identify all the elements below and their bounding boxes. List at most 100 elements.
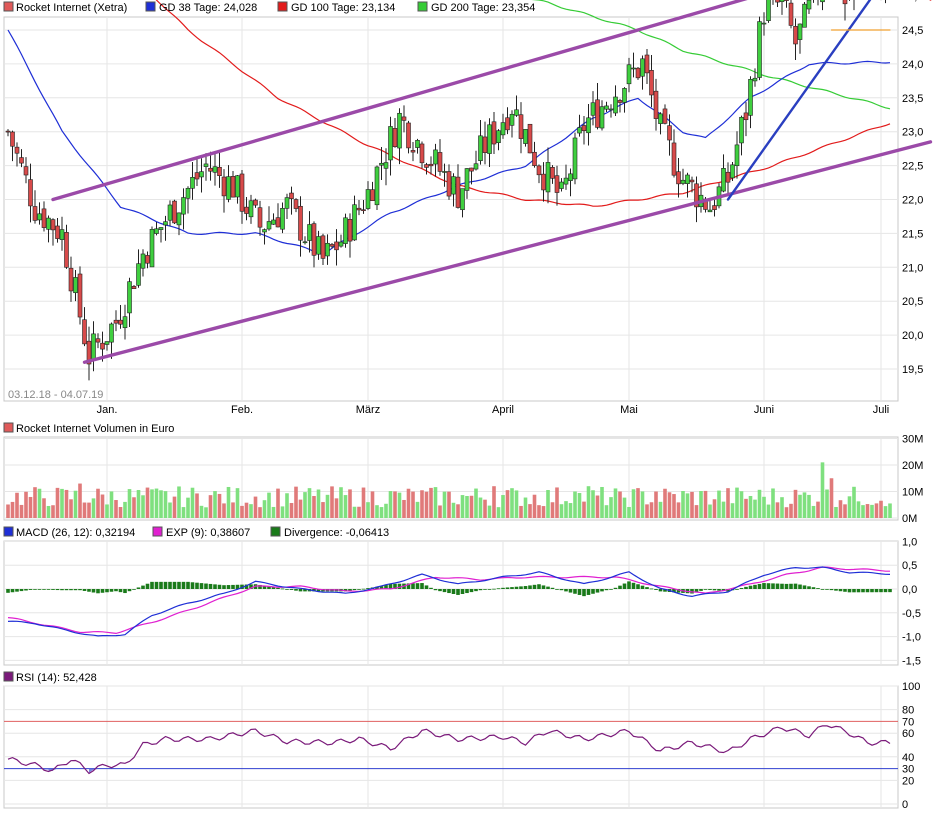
- volume-bar: [798, 494, 802, 518]
- candle-down: [28, 179, 33, 207]
- divergence-bar: [775, 583, 780, 589]
- volume-bar: [244, 502, 249, 518]
- divergence-bar: [717, 589, 721, 591]
- volume-bar: [865, 504, 870, 518]
- volume-bar: [303, 492, 307, 518]
- volume-bar: [393, 491, 397, 518]
- candle-up: [442, 171, 447, 173]
- divergence-bar: [78, 589, 82, 591]
- divergence-bar: [384, 585, 388, 589]
- candle-up: [338, 241, 344, 247]
- candle-down: [194, 172, 200, 180]
- candle-down: [532, 151, 537, 166]
- candle-up: [46, 217, 51, 230]
- volume-bar: [762, 496, 766, 518]
- price-y-tick-label: 24,5: [902, 25, 923, 37]
- volume-bar: [600, 486, 604, 518]
- candle-down: [518, 114, 524, 139]
- volume-y-tick-label: 10M: [902, 487, 923, 499]
- candle-up: [685, 174, 690, 184]
- divergence-bar: [118, 589, 123, 593]
- divergence-bar: [271, 587, 276, 589]
- divergence-bar: [352, 589, 357, 591]
- volume-bar: [154, 488, 159, 518]
- candle-up: [352, 204, 357, 241]
- exp-line: [7, 566, 890, 635]
- divergence-bar: [208, 583, 213, 589]
- divergence-bar: [843, 589, 847, 592]
- volume-bar: [456, 504, 460, 518]
- divergence-bar: [240, 584, 244, 589]
- price-x-tick-label: Juli: [873, 404, 890, 416]
- divergence-bar: [739, 587, 744, 589]
- divergence-bar: [595, 589, 600, 593]
- volume-bar: [15, 492, 19, 518]
- macd-y-tick-label: -1,0: [902, 632, 921, 644]
- divergence-bar: [699, 589, 703, 591]
- volume-bar: [348, 489, 352, 518]
- divergence-bar: [420, 583, 424, 589]
- volume-bar: [186, 497, 190, 518]
- macd-legend-label: MACD (26, 12): 0,32194: [16, 527, 135, 539]
- volume-bar: [861, 505, 865, 518]
- rsi-y-tick-label: 20: [902, 775, 914, 787]
- price-legend: Rocket Internet (Xetra) GD 38 Tage: 24,0…: [3, 1, 535, 14]
- divergence-bar: [613, 587, 618, 589]
- divergence-bar: [285, 589, 289, 590]
- price-y-tick-label: 22,0: [902, 195, 923, 207]
- divergence-bar: [622, 583, 627, 589]
- volume-bar: [474, 488, 478, 518]
- candle-down: [19, 157, 24, 164]
- divergence-bar: [753, 584, 757, 589]
- volume-bar: [19, 504, 24, 518]
- divergence-bar: [429, 587, 433, 589]
- volume-bar: [816, 501, 820, 518]
- divergence-bar: [303, 589, 307, 592]
- volume-bar: [172, 496, 177, 518]
- volume-bar: [739, 491, 744, 518]
- volume-bar: [267, 492, 271, 518]
- volume-bar: [541, 506, 546, 518]
- volume-bar: [492, 486, 496, 518]
- divergence-bar: [492, 588, 496, 590]
- volume-bar: [379, 507, 384, 518]
- candle-up: [707, 209, 713, 213]
- candle-down: [527, 123, 533, 154]
- volume-bar: [132, 497, 136, 518]
- macd-y-tick-label: 1,0: [902, 536, 917, 548]
- volume-bar: [384, 503, 388, 518]
- divergence-bar: [631, 582, 636, 589]
- candle-up: [613, 96, 618, 114]
- volume-bar: [343, 495, 348, 518]
- volume-bar: [568, 503, 573, 518]
- candle-down: [689, 179, 695, 183]
- candle-up: [779, 0, 785, 3]
- volume-y-tick-label: 20M: [902, 460, 923, 472]
- divergence-bar: [231, 584, 235, 589]
- date-range-label: 03.12.18 - 04.07.19: [8, 389, 103, 401]
- candle-up: [199, 171, 204, 178]
- divergence-bar: [6, 589, 10, 593]
- candle-up: [626, 64, 632, 85]
- candle-down: [410, 150, 416, 153]
- volume-bar: [757, 489, 762, 518]
- volume-bar: [807, 494, 811, 518]
- price-x-axis: Jan. Feb. März April Mai Juni Juli: [97, 404, 890, 416]
- price-y-tick-label: 20,0: [902, 330, 923, 342]
- volume-bar: [253, 496, 258, 518]
- volume-bar: [676, 502, 681, 518]
- volume-bar: [33, 487, 37, 518]
- volume-legend-label: Rocket Internet Volumen in Euro: [16, 423, 174, 435]
- candle-up: [487, 124, 492, 154]
- volume-bar: [438, 505, 442, 518]
- divergence-bar: [654, 589, 658, 590]
- volume-bar: [703, 490, 708, 518]
- candle-down: [635, 67, 641, 79]
- volume-bar: [240, 505, 244, 518]
- candle-down: [667, 125, 672, 141]
- volume-bar: [330, 486, 334, 518]
- macd-line: [7, 566, 891, 637]
- divergence-bar: [712, 589, 717, 591]
- divergence-bar: [388, 583, 393, 589]
